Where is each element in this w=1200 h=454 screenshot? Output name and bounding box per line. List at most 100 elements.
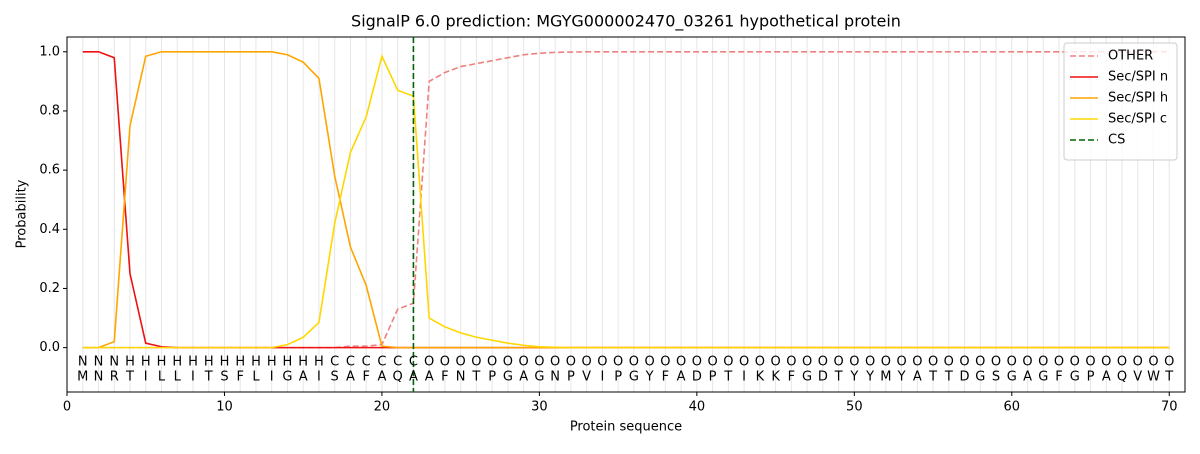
residue-label: A bbox=[1023, 370, 1032, 385]
residue-label: I bbox=[317, 370, 321, 385]
residue-label: G bbox=[1007, 370, 1017, 385]
y-tick-label: 0.4 bbox=[39, 222, 60, 237]
region-label: O bbox=[959, 355, 969, 370]
y-tick-label: 0.0 bbox=[39, 340, 60, 355]
region-label: O bbox=[440, 355, 450, 370]
region-label: O bbox=[739, 355, 749, 370]
region-label: C bbox=[393, 355, 402, 370]
y-tick-label: 0.2 bbox=[39, 281, 60, 296]
region-label: H bbox=[314, 355, 324, 370]
region-label: H bbox=[157, 355, 167, 370]
region-label: O bbox=[1085, 355, 1095, 370]
residue-label: L bbox=[174, 370, 182, 385]
region-label: H bbox=[235, 355, 245, 370]
region-label: O bbox=[550, 355, 560, 370]
legend-label: Sec/SPI h bbox=[1108, 91, 1168, 106]
residue-label: T bbox=[1164, 370, 1173, 385]
region-label: H bbox=[125, 355, 135, 370]
y-tick-label: 0.6 bbox=[39, 163, 60, 178]
region-label: H bbox=[251, 355, 261, 370]
x-tick-label: 70 bbox=[1161, 400, 1178, 415]
residue-label: F bbox=[1055, 370, 1062, 385]
region-label: O bbox=[928, 355, 938, 370]
region-label: C bbox=[330, 355, 339, 370]
residue-label: T bbox=[834, 370, 843, 385]
region-label: O bbox=[1022, 355, 1032, 370]
residue-label: G bbox=[802, 370, 812, 385]
residue-label: A bbox=[425, 370, 434, 385]
region-label: O bbox=[471, 355, 481, 370]
series-line bbox=[82, 53, 1170, 349]
region-label: N bbox=[78, 355, 88, 370]
region-label: O bbox=[629, 355, 639, 370]
region-label: O bbox=[1101, 355, 1111, 370]
residue-label: P bbox=[709, 370, 717, 385]
residue-label: G bbox=[1038, 370, 1048, 385]
series-line bbox=[82, 50, 1170, 349]
legend-frame bbox=[1063, 42, 1178, 161]
region-label: O bbox=[676, 355, 686, 370]
region-label: O bbox=[896, 355, 906, 370]
legend-label: CS bbox=[1108, 133, 1125, 148]
residue-label: Y bbox=[897, 370, 906, 385]
residue-label: N bbox=[94, 370, 104, 385]
region-label: O bbox=[424, 355, 434, 370]
region-label: O bbox=[1070, 355, 1080, 370]
residue-label: K bbox=[756, 370, 765, 385]
region-label: O bbox=[1054, 355, 1064, 370]
region-label: O bbox=[833, 355, 843, 370]
region-label: H bbox=[141, 355, 151, 370]
region-label: H bbox=[298, 355, 308, 370]
residue-label: F bbox=[236, 370, 243, 385]
chart-title: SignalP 6.0 prediction: MGYG000002470_03… bbox=[351, 12, 901, 32]
residue-label: Q bbox=[393, 370, 403, 385]
region-label: O bbox=[912, 355, 922, 370]
residue-label: Y bbox=[645, 370, 654, 385]
residue-label: G bbox=[534, 370, 544, 385]
region-label: O bbox=[755, 355, 765, 370]
residue-label: F bbox=[662, 370, 669, 385]
residue-label: Y bbox=[865, 370, 874, 385]
region-label: O bbox=[1133, 355, 1143, 370]
residue-label: P bbox=[567, 370, 575, 385]
legend-label: Sec/SPI c bbox=[1108, 112, 1167, 127]
region-label: H bbox=[172, 355, 182, 370]
series-line bbox=[82, 50, 1170, 349]
x-tick-label: 50 bbox=[846, 400, 863, 415]
legend-label: OTHER bbox=[1108, 49, 1153, 64]
region-label: H bbox=[188, 355, 198, 370]
residue-label: S bbox=[220, 370, 228, 385]
residue-label: F bbox=[788, 370, 795, 385]
series-line bbox=[82, 50, 1170, 349]
residue-label: A bbox=[377, 370, 386, 385]
x-tick-label: 60 bbox=[1004, 400, 1021, 415]
region-label: H bbox=[283, 355, 293, 370]
region-label: O bbox=[660, 355, 670, 370]
region-label: C bbox=[346, 355, 355, 370]
region-label: O bbox=[566, 355, 576, 370]
residue-label: N bbox=[456, 370, 466, 385]
region-label: H bbox=[204, 355, 214, 370]
region-label: O bbox=[582, 355, 592, 370]
residue-label: A bbox=[1102, 370, 1111, 385]
region-label: O bbox=[944, 355, 954, 370]
residue-label: A bbox=[346, 370, 355, 385]
residue-label: S bbox=[331, 370, 339, 385]
region-label: C bbox=[377, 355, 386, 370]
residue-label: T bbox=[204, 370, 213, 385]
residue-label: P bbox=[488, 370, 496, 385]
residue-label: Q bbox=[1117, 370, 1127, 385]
residue-label: F bbox=[362, 370, 369, 385]
residue-label: A bbox=[299, 370, 308, 385]
residue-label: A bbox=[519, 370, 528, 385]
region-label: O bbox=[692, 355, 702, 370]
residue-label: G bbox=[629, 370, 639, 385]
residue-label: G bbox=[282, 370, 292, 385]
region-label: O bbox=[503, 355, 513, 370]
region-label: O bbox=[865, 355, 875, 370]
residue-label: T bbox=[471, 370, 480, 385]
residue-label: D bbox=[818, 370, 828, 385]
region-label: O bbox=[519, 355, 529, 370]
x-tick-label: 20 bbox=[374, 400, 391, 415]
region-label: O bbox=[487, 355, 497, 370]
